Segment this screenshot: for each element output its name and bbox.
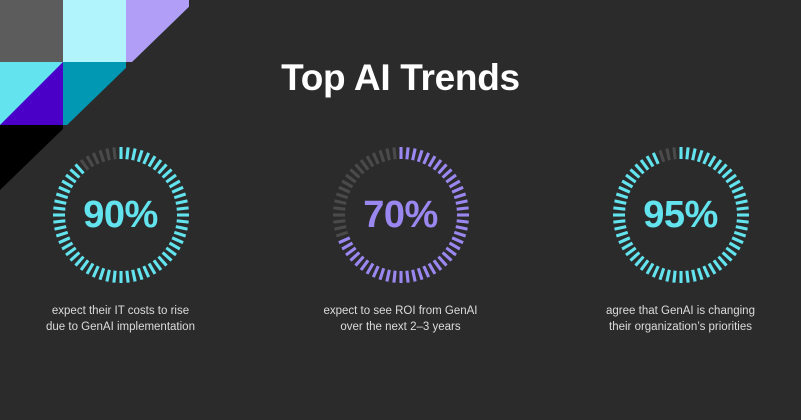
gauge-caption-it-costs: expect their IT costs to rise due to Gen… — [46, 305, 195, 334]
gauge-value-org-priorities: 95% — [643, 193, 718, 236]
gauge-ring-org-priorities: 95% — [609, 143, 753, 287]
gauge-block-roi-genai: 70% expect to see ROI from GenAI over the… — [303, 143, 499, 336]
gauge-ticks-roi-genai — [332, 147, 469, 283]
gauge-block-it-costs: 90% expect their IT costs to rise due to … — [23, 143, 219, 336]
gauge-value-it-costs: 90% — [83, 193, 158, 236]
gauge-caption-org-priorities: agree that GenAI is changing their organ… — [606, 305, 755, 334]
gauge-ring-roi-genai: 70% — [329, 143, 473, 287]
gauge-caption-roi-genai: expect to see ROI from GenAI over the ne… — [323, 305, 478, 334]
gauge-ticks-org-priorities — [612, 147, 749, 283]
gauge-ticks-it-costs — [52, 147, 189, 283]
deco-gray-square — [0, 0, 63, 62]
gauge-ring-it-costs: 90% — [49, 143, 193, 287]
gauge-block-org-priorities: 95% agree that GenAI is changing their or… — [583, 143, 779, 336]
gauge-row: 90% expect their IT costs to rise due to … — [0, 143, 801, 336]
gauge-value-roi-genai: 70% — [363, 193, 438, 236]
deco-lavender-square — [126, 0, 189, 62]
page-title: Top AI Trends — [281, 57, 520, 98]
deco-pale-cyan-square — [63, 0, 126, 62]
